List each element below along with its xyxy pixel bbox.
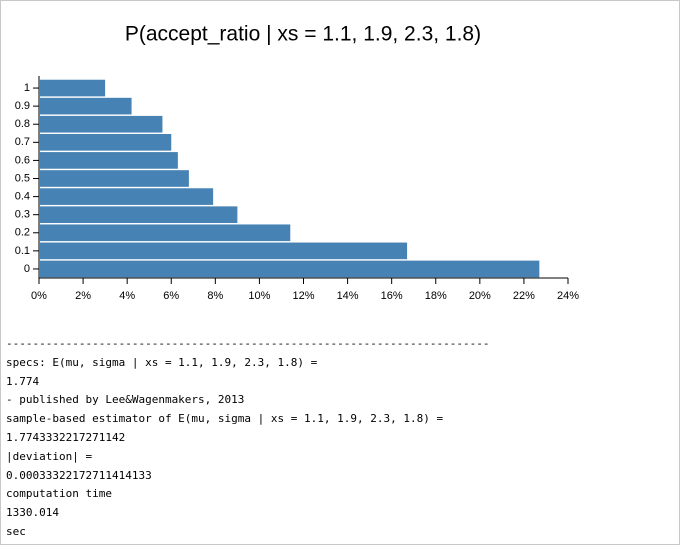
x-tick-label: 6% <box>163 290 179 302</box>
x-tick-label: 14% <box>337 290 359 302</box>
output-line: 1.7743332217271142 <box>6 431 126 444</box>
x-tick-label: 20% <box>469 290 491 302</box>
y-tick-label: 0.4 <box>15 190 30 202</box>
x-tick-label: 10% <box>248 290 270 302</box>
bar <box>39 206 238 224</box>
chart-title: P(accept_ratio | xs = 1.1, 1.9, 2.3, 1.8… <box>125 23 481 46</box>
output-line: ----------------------------------------… <box>6 337 490 350</box>
x-tick-label: 18% <box>425 290 447 302</box>
x-tick-label: 4% <box>119 290 135 302</box>
output-line: 0.00033322172711414133 <box>6 468 152 482</box>
bar <box>39 260 540 278</box>
bar <box>39 97 132 115</box>
output-line: sec <box>6 525 26 538</box>
bar <box>39 170 189 187</box>
output-line: - published by Lee&Wagenmakers, 2013 <box>6 393 245 407</box>
x-tick-label: 0% <box>31 290 47 302</box>
x-tick-label: 8% <box>207 290 223 302</box>
y-tick-label: 1 <box>24 82 30 94</box>
output-line: |deviation| = <box>6 449 93 463</box>
bar <box>39 152 178 169</box>
output-line: sample-based estimator of E(mu, sigma | … <box>6 412 444 426</box>
bar <box>39 224 291 242</box>
x-tick-label: 16% <box>381 290 403 302</box>
y-tick-label: 0.5 <box>15 172 30 184</box>
bar <box>39 133 172 151</box>
bar <box>39 242 408 260</box>
y-tick-label: 0.8 <box>15 118 30 130</box>
x-tick-label: 2% <box>75 290 91 302</box>
bar <box>39 188 214 205</box>
y-tick-label: 0 <box>24 263 30 275</box>
x-tick-label: 22% <box>513 290 535 302</box>
output-line: computation time <box>6 487 112 501</box>
output-line: 1330.014 <box>6 506 59 520</box>
output-line: 1.774 <box>6 374 40 388</box>
y-tick-label: 0.6 <box>15 154 30 166</box>
x-tick-label: 24% <box>557 290 579 302</box>
y-tick-label: 0.3 <box>15 209 30 221</box>
output-line: specs: E(mu, sigma | xs = 1.1, 1.9, 2.3,… <box>6 355 318 369</box>
bar <box>39 115 163 133</box>
chart: P(accept_ratio | xs = 1.1, 1.9, 2.3, 1.8… <box>15 23 580 302</box>
y-tick-label: 0.2 <box>15 227 30 239</box>
y-tick-label: 0.7 <box>15 136 30 148</box>
x-tick-label: 12% <box>292 290 314 302</box>
y-tick-label: 0.9 <box>15 100 30 112</box>
bar <box>39 79 106 97</box>
y-tick-label: 0.1 <box>15 245 30 257</box>
